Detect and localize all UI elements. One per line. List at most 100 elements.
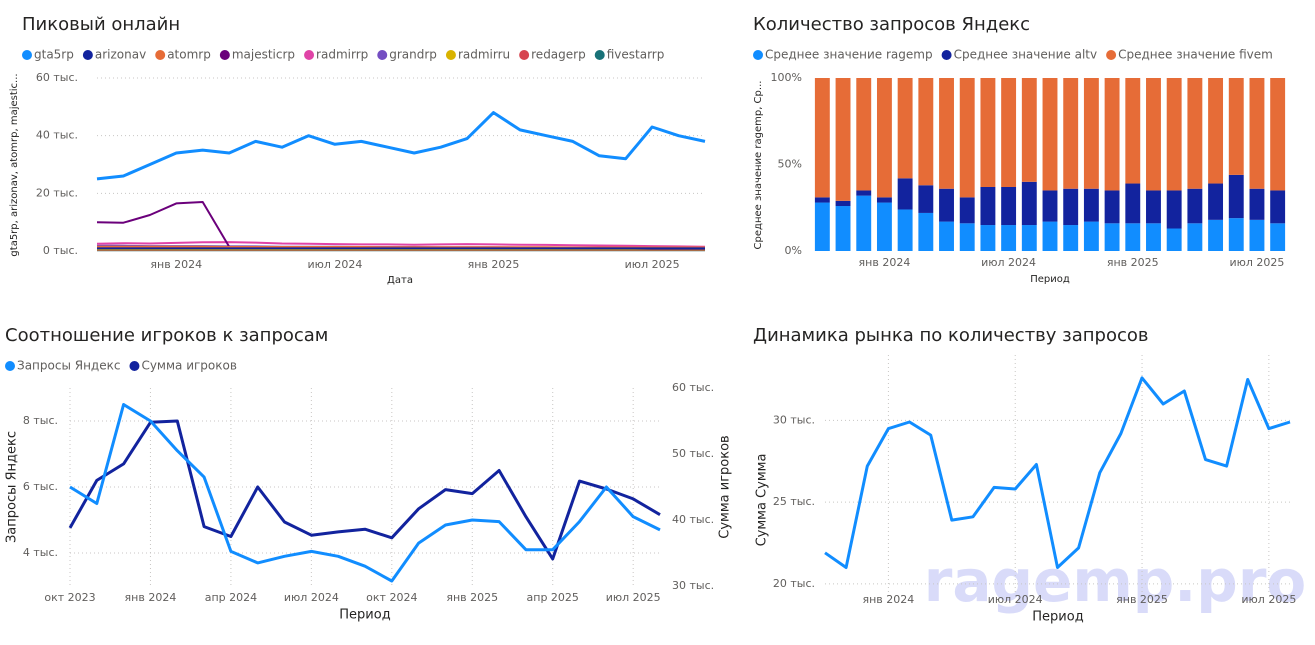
x-tick-label: июл 2024: [284, 591, 339, 604]
legend-swatch: [82, 50, 93, 60]
legend-label: Запросы Яндекс: [17, 359, 120, 373]
x-axis-label: Период: [339, 608, 390, 623]
y-tick-label: 25 тыс.: [773, 495, 815, 508]
bar-segment: [876, 202, 892, 251]
y-axis-label: Сумма Сумма: [755, 454, 770, 547]
bar-segment: [876, 78, 892, 198]
bar-segment: [856, 195, 872, 251]
bar-segment: [1042, 221, 1058, 251]
chart-title: Динамика рынка по количеству запросов: [753, 325, 1148, 346]
legend-label: Среднее значение ragemp: [765, 48, 933, 62]
bar-segment: [939, 78, 954, 189]
x-tick-label: июл 2024: [307, 258, 362, 271]
x-tick-label: янв 2025: [468, 258, 520, 271]
legend-label: redagerp: [531, 48, 586, 62]
x-tick-label: июл 2025: [1229, 256, 1284, 269]
bar-segment: [1083, 78, 1099, 189]
legend-swatch: [155, 50, 166, 60]
x-tick-label: янв 2025: [1107, 256, 1159, 269]
bar-segment: [835, 78, 851, 201]
bar-segment: [980, 186, 996, 226]
bar-segment: [1146, 78, 1161, 191]
bar-segment: [814, 197, 830, 203]
x-tick-label: июл 2025: [1241, 593, 1296, 606]
bar-segment: [1021, 181, 1037, 226]
chart-panel: Динамика рынка по количеству запросов 20 …: [753, 325, 1296, 625]
y-tick-label: 30 тыс.: [773, 413, 815, 426]
bar-segment: [1104, 223, 1120, 251]
y-tick-label: 0 тыс.: [43, 244, 78, 257]
bar-segment: [897, 178, 913, 210]
bar-segment: [1249, 188, 1265, 220]
bar-segment: [959, 223, 975, 251]
bar-segment: [1208, 183, 1224, 220]
legend-swatch: [219, 50, 230, 60]
legend-swatch: [129, 361, 140, 371]
watermark: ragemp.pro: [924, 547, 1307, 615]
bar-segment: [1146, 190, 1161, 224]
y-tick-label: 50%: [778, 158, 802, 171]
bar-segment: [1001, 186, 1017, 226]
y-axis-label: Запросы Яндекс: [5, 431, 20, 543]
bar-segment: [1166, 78, 1182, 191]
bar-segment: [1083, 221, 1099, 251]
legend-swatch: [594, 50, 605, 60]
bar-segment: [939, 221, 954, 251]
legend-label: fivestarrp: [607, 48, 665, 62]
bar-segment: [814, 78, 830, 198]
legend-label: Среднее значение fivem: [1118, 48, 1273, 62]
x-tick-label: июл 2025: [606, 591, 661, 604]
chart-title: Пиковый онлайн: [22, 14, 180, 35]
legend-swatch: [1106, 50, 1117, 60]
y-tick-label: 20 тыс.: [773, 577, 815, 590]
bar-segment: [1021, 78, 1037, 182]
y2-tick-label: 60 тыс.: [672, 381, 714, 394]
y-tick-label: 40 тыс.: [36, 129, 78, 142]
legend-label: Среднее значение altv: [954, 48, 1098, 62]
bar-segment: [980, 225, 996, 251]
y2-tick-label: 40 тыс.: [672, 513, 714, 526]
x-axis-label: Дата: [387, 275, 413, 286]
bar-segment: [918, 212, 934, 251]
bar-segment: [1104, 78, 1120, 191]
y-tick-label: 4 тыс.: [23, 546, 58, 559]
legend-label: grandrp: [389, 48, 437, 62]
y-tick-label: 0%: [785, 244, 802, 257]
bar-segment: [1042, 190, 1058, 222]
bar-segment: [1166, 190, 1182, 229]
legend-label: radmirru: [458, 48, 510, 62]
series-line: [824, 376, 1291, 569]
legend-swatch: [304, 50, 315, 60]
x-tick-label: янв 2025: [446, 591, 498, 604]
x-tick-label: янв 2024: [125, 591, 177, 604]
chart-panel: Количество запросов Яндекс Среднее значен…: [753, 14, 1286, 285]
y-tick-label: 8 тыс.: [23, 414, 58, 427]
bar-segment: [1228, 78, 1244, 175]
x-tick-label: янв 2024: [863, 593, 915, 606]
chart-title: Количество запросов Яндекс: [753, 14, 1030, 35]
bar-segment: [1228, 174, 1244, 219]
y2-tick-label: 50 тыс.: [672, 447, 714, 460]
series-line: [68, 419, 661, 561]
y-axis-label: gta5rp, arizonav, atomrp, majestic...: [9, 73, 20, 256]
bar-segment: [1249, 78, 1265, 189]
bar-segment: [1166, 228, 1182, 251]
x-tick-label: янв 2024: [859, 256, 911, 269]
series-line: [97, 245, 705, 249]
legend-label: majesticrp: [232, 48, 295, 62]
bar-segment: [1063, 188, 1079, 226]
series-line: [96, 241, 706, 248]
bar-segment: [1125, 78, 1141, 184]
x-tick-label: янв 2025: [1116, 593, 1168, 606]
bar-segment: [1270, 78, 1286, 191]
bar-segment: [1208, 78, 1224, 184]
legend-swatch: [377, 50, 388, 60]
bar-segment: [1104, 190, 1120, 224]
y-axis-label: Среднее значение ragemp, Ср...: [753, 81, 764, 250]
legend-swatch: [445, 50, 456, 60]
legend-swatch: [5, 361, 15, 371]
legend-label: atomrp: [167, 48, 211, 62]
bar-segment: [897, 78, 913, 179]
y-tick-label: 20 тыс.: [36, 186, 78, 199]
